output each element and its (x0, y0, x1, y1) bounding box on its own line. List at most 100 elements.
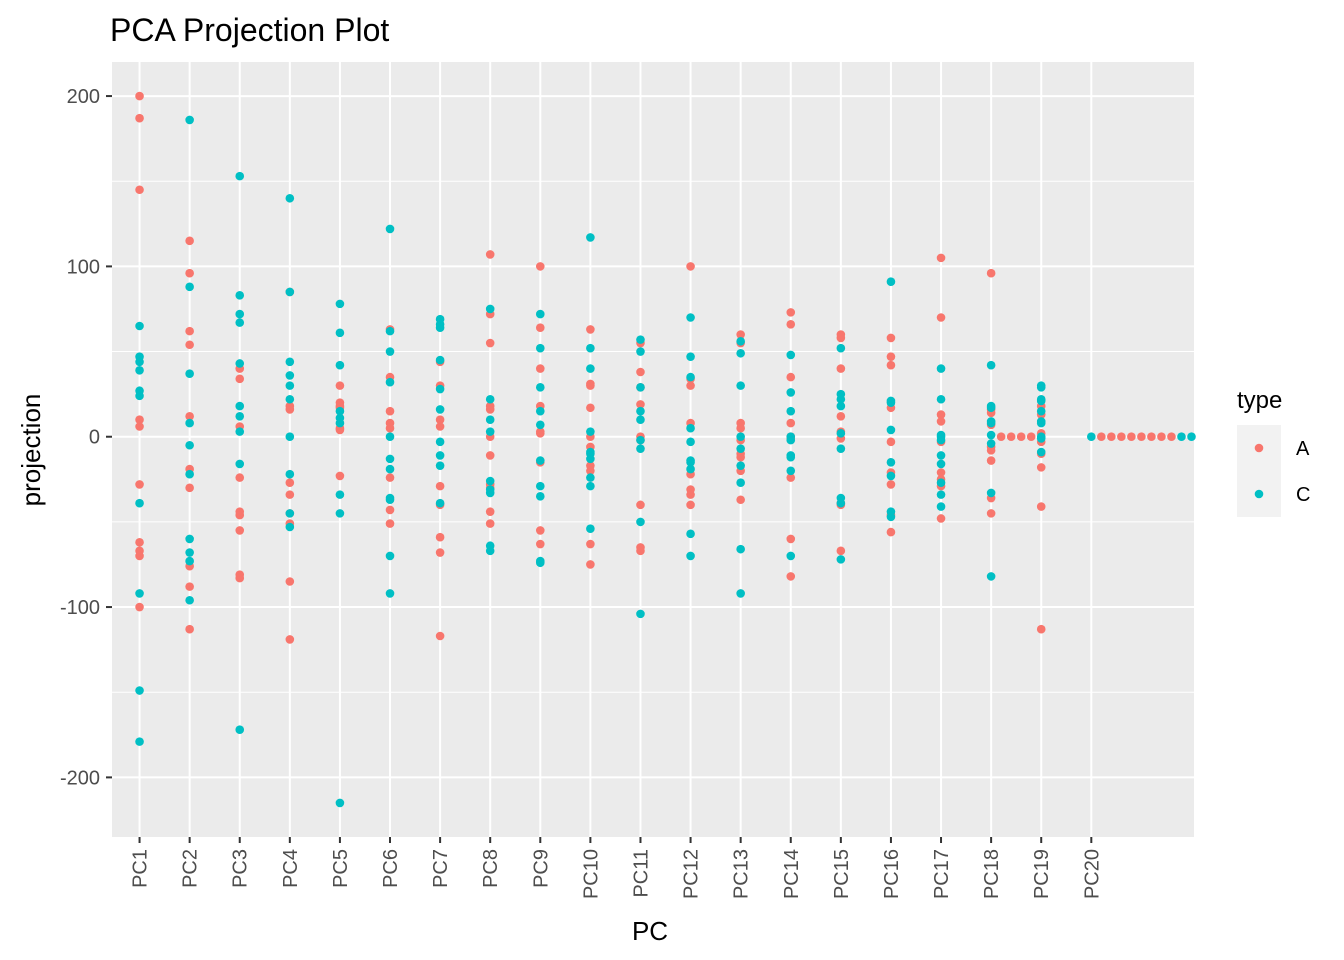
point-A (535, 526, 545, 535)
point-C (1036, 434, 1046, 443)
point-C (636, 347, 645, 356)
point-C (135, 498, 144, 508)
x-tick-label: PC13 (731, 849, 753, 899)
point-C (586, 524, 595, 534)
point-C (1187, 432, 1196, 442)
point-C (736, 381, 745, 390)
point-A (1097, 432, 1106, 442)
point-C (636, 609, 645, 619)
chart-title: PCA Projection Plot (110, 12, 389, 48)
x-tick-label: PC19 (1031, 849, 1053, 899)
point-C (335, 328, 345, 338)
point-C (335, 490, 345, 499)
point-C (586, 473, 595, 482)
point-C (686, 372, 695, 382)
point-A (435, 415, 445, 424)
point-A (485, 451, 495, 460)
point-A (1157, 432, 1166, 442)
x-tick-label: PC17 (931, 849, 953, 899)
point-A (936, 410, 946, 419)
point-A (886, 333, 896, 343)
x-tick-label: PC4 (280, 849, 302, 888)
x-axis: PC1 PC2 PC3 PC4 PC5 PC6 PC7 PC8 PC9 PC10 PC11 PC12 P… (130, 837, 1103, 899)
point-A (1036, 624, 1046, 634)
point-A (185, 582, 194, 591)
x-tick-label: PC6 (380, 849, 402, 888)
point-A (886, 352, 896, 361)
point-A (936, 468, 946, 477)
point-A (485, 507, 495, 516)
legend-label-C: C (1296, 484, 1310, 506)
point-C (936, 435, 946, 445)
point-C (786, 388, 796, 397)
point-C (636, 383, 645, 392)
point-C (385, 224, 395, 234)
point-C (485, 476, 495, 486)
point-A (235, 473, 245, 482)
point-A (1036, 463, 1046, 472)
point-C (786, 435, 796, 445)
point-C (586, 481, 595, 491)
point-C (1087, 432, 1096, 442)
point-A (335, 425, 345, 435)
point-A (736, 452, 745, 462)
point-A (135, 602, 144, 612)
x-tick-label: PC10 (580, 849, 602, 899)
point-C (535, 558, 545, 568)
point-C (535, 309, 545, 319)
point-A (435, 532, 445, 542)
point-C (185, 556, 194, 566)
point-A (385, 473, 395, 482)
point-C (435, 437, 445, 447)
point-C (535, 456, 545, 465)
point-C (736, 444, 745, 453)
point-C (385, 493, 395, 503)
point-A (185, 326, 194, 336)
point-C (636, 435, 645, 445)
point-C (636, 444, 645, 453)
point-C (1036, 406, 1046, 416)
point-C (636, 406, 645, 416)
point-A (936, 253, 946, 263)
point-C (736, 589, 745, 598)
point-C (836, 429, 846, 438)
point-C (686, 437, 695, 447)
point-A (235, 526, 245, 535)
grid-lines (112, 62, 1194, 837)
point-A (836, 411, 846, 421)
point-A (185, 483, 194, 493)
point-C (986, 403, 996, 413)
point-C (535, 481, 545, 491)
point-C (586, 343, 595, 353)
point-A (1107, 432, 1116, 442)
point-C (135, 589, 144, 598)
point-C (936, 478, 946, 488)
point-C (335, 798, 345, 808)
point-C (686, 313, 695, 322)
point-C (185, 369, 194, 379)
point-C (686, 457, 695, 467)
point-A (435, 481, 445, 491)
point-A (986, 456, 996, 465)
point-C (385, 326, 395, 336)
point-C (135, 357, 144, 367)
point-C (1177, 432, 1186, 442)
point-C (836, 401, 846, 411)
point-C (135, 391, 144, 401)
point-C (886, 471, 896, 481)
point-A (135, 415, 144, 424)
point-C (1036, 383, 1046, 392)
point-A (936, 417, 946, 426)
point-C (285, 371, 295, 380)
point-C (936, 451, 946, 460)
point-A (786, 372, 796, 382)
point-A (485, 338, 495, 348)
x-tick-label: PC8 (480, 849, 502, 888)
point-C (435, 355, 445, 365)
point-C (986, 439, 996, 448)
point-C (285, 193, 295, 203)
point-A (986, 509, 996, 518)
point-C (736, 544, 745, 554)
point-C (786, 350, 796, 360)
point-C (836, 394, 846, 404)
